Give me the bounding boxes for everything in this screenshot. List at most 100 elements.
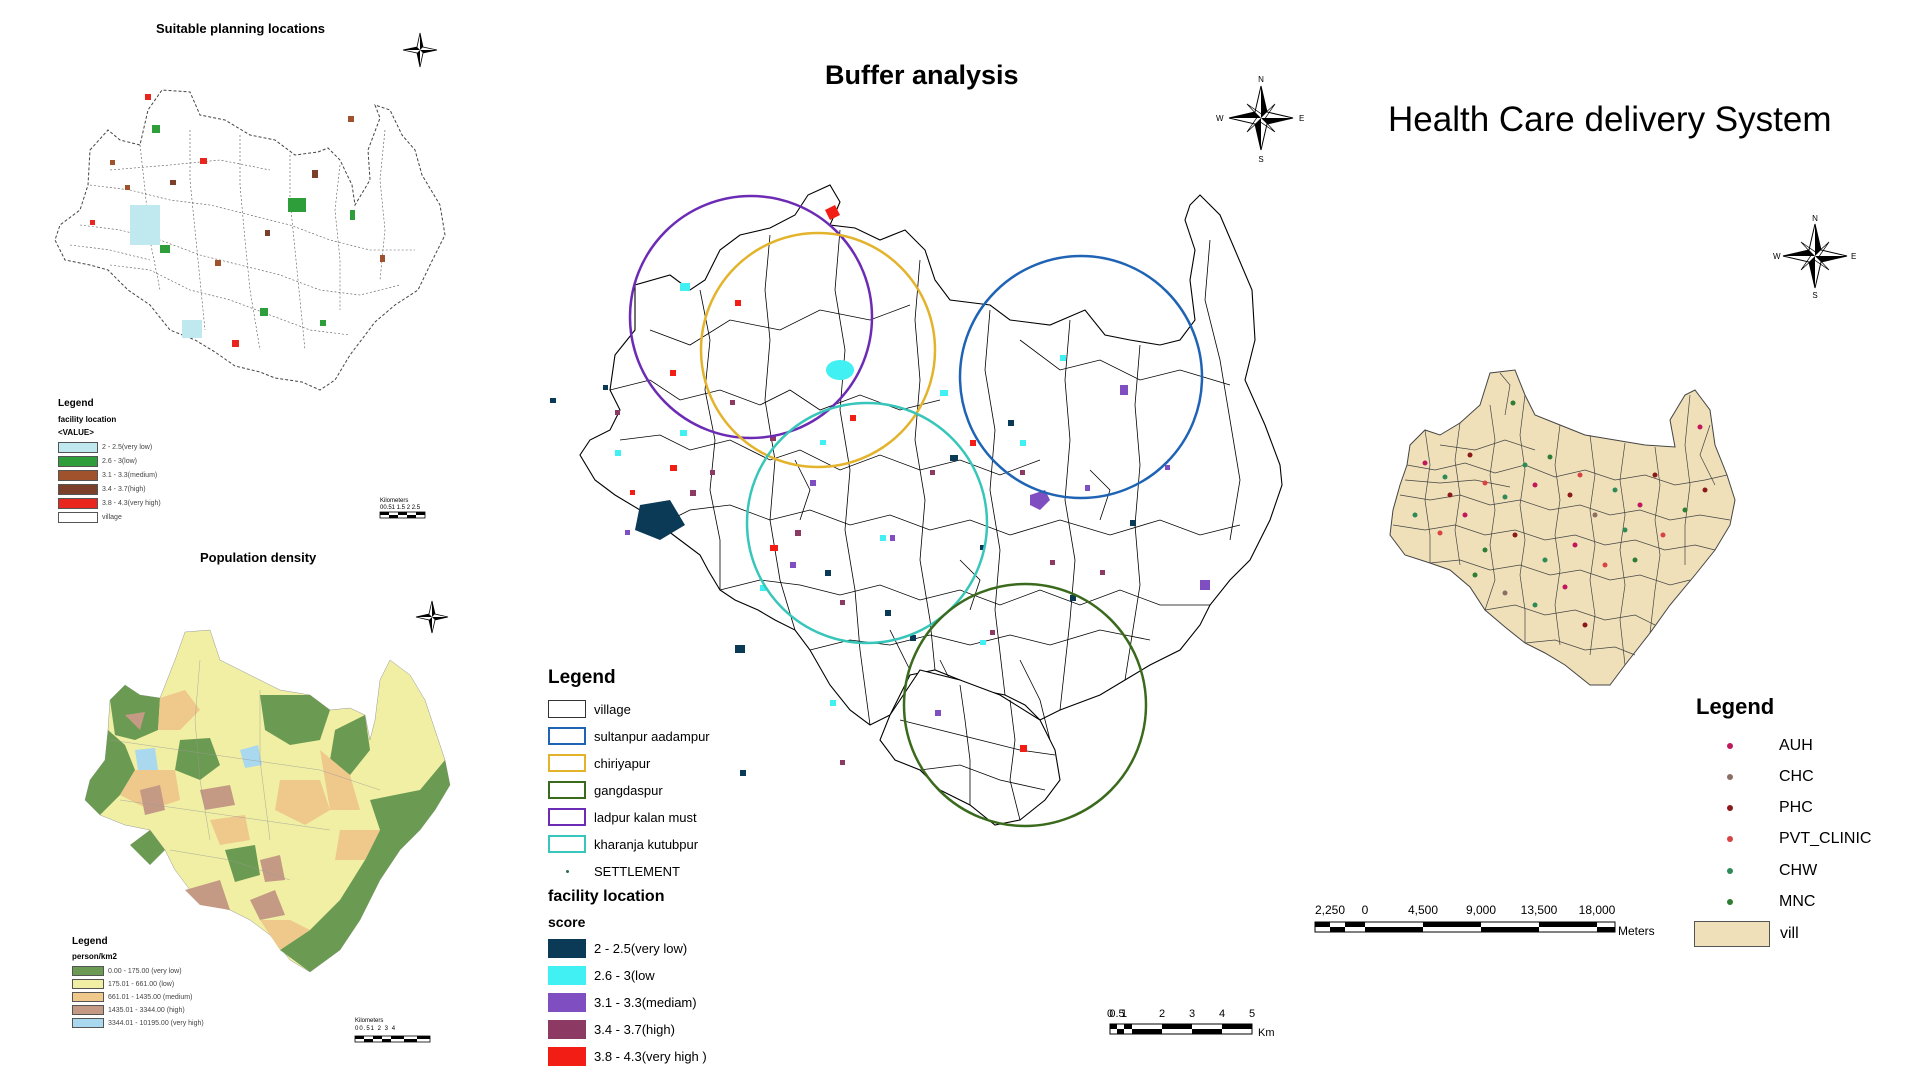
suitable-legend-item: 3.1 - 3.3(medium)	[58, 470, 157, 481]
auh-dot-icon	[1727, 743, 1733, 749]
legend-label: 175.01 - 661.00 (low)	[108, 980, 175, 988]
legend-label: 2 - 2.5(very low)	[102, 444, 153, 451]
legend-label: 3.1 - 3.3(mediam)	[594, 995, 697, 1010]
legend-label: 3.4 - 3.7(high)	[102, 486, 146, 493]
buffer-scale-bar: 0 0.5 1 2 3 4 5 Km	[1107, 1008, 1275, 1039]
scale-unit: Km	[1258, 1027, 1275, 1039]
settlement-dot-icon	[548, 862, 586, 880]
suitable-title: Suitable planning locations	[156, 21, 326, 36]
buffer-map	[550, 184, 1283, 828]
scale-tick-label: 2,250	[1315, 903, 1345, 917]
scale-tick-label: 18,000	[1579, 903, 1616, 917]
legend-label: 0.00 - 175.00 (very low)	[108, 967, 182, 975]
suitable-map	[54, 89, 446, 391]
scale-tick-label: 0.5	[1109, 1008, 1124, 1020]
density-scale-ticks: 00.51 2 3 4	[355, 1026, 397, 1032]
legend-swatch	[548, 966, 586, 985]
health-legend-item: PHC	[1727, 799, 1813, 817]
legend-swatch	[548, 754, 586, 772]
legend-label: village	[594, 701, 631, 717]
density-title: Population density	[200, 550, 317, 565]
legend-label: 661.01 - 1435.00 (medium)	[108, 993, 193, 1001]
legend-swatch	[72, 992, 104, 1002]
suitable-legend-title: Legend	[58, 398, 94, 409]
suitable-legend-item: village	[58, 512, 122, 523]
score-legend-item: 3.8 - 4.3(very high )	[548, 1047, 707, 1066]
legend-swatch	[72, 1018, 104, 1028]
scale-tick-label: 3	[1189, 1008, 1195, 1020]
clinic-dot-icon	[1727, 836, 1733, 842]
score-legend-item: 3.1 - 3.3(mediam)	[548, 993, 697, 1012]
scale-unit: Meters	[1618, 924, 1655, 938]
buffer-legend-title: Legend	[548, 667, 616, 688]
scale-tick-label: 4	[1219, 1008, 1225, 1020]
legend-swatch	[548, 1047, 586, 1066]
suitable-legend-item: 2 - 2.5(very low)	[58, 442, 152, 453]
health-legend-item: PVT_CLINIC	[1727, 830, 1871, 848]
legend-swatch	[58, 442, 98, 453]
compass-icon: N S E W	[1773, 214, 1856, 300]
phc-dot-icon	[1727, 805, 1733, 811]
legend-label: 2.6 - 3(low	[594, 968, 655, 983]
score-legend-item: 2 - 2.5(very low)	[548, 939, 687, 958]
legend-label: vill	[1780, 925, 1799, 942]
buffer-legend-item: SETTLEMENT	[548, 862, 680, 880]
compass-w-label: W	[1216, 114, 1224, 123]
legend-swatch	[548, 993, 586, 1012]
health-scale-bar: 2,250 0 4,500 9,000 13,500 18,000 Meters	[1314, 903, 1655, 938]
legend-label: chiriyapur	[594, 755, 651, 771]
legend-label: 3344.01 - 10195.00 (very high)	[108, 1019, 204, 1027]
score-legend-item: 3.4 - 3.7(high)	[548, 1020, 675, 1039]
buffer-legend-item: village	[548, 700, 631, 718]
legend-swatch	[58, 456, 98, 467]
legend-swatch	[58, 470, 98, 481]
legend-label: 2.6 - 3(low)	[102, 458, 138, 465]
density-legend-item: 3344.01 - 10195.00 (very high)	[72, 1018, 204, 1028]
legend-swatch	[548, 939, 586, 958]
density-scale-label: Kilometers	[355, 1018, 384, 1024]
health-legend-item: MNC	[1727, 893, 1815, 911]
chc-dot-icon	[1727, 774, 1733, 780]
density-map	[84, 629, 451, 973]
health-legend-title: Legend	[1696, 694, 1775, 719]
density-legend-item: 661.01 - 1435.00 (medium)	[72, 992, 192, 1002]
compass-w-label: W	[1773, 252, 1781, 261]
suitable-scale-ticks: 00.51 1.5 2 2.5	[380, 505, 421, 511]
mnc-dot-icon	[1727, 899, 1733, 905]
health-legend-item: AUH	[1727, 737, 1813, 755]
legend-swatch	[548, 700, 586, 718]
buffer-title: Buffer analysis	[825, 60, 1019, 90]
legend-swatch	[58, 498, 98, 509]
score-legend-title: score	[548, 914, 586, 930]
legend-label: CHW	[1779, 862, 1818, 879]
compass-n-label: N	[1258, 75, 1264, 84]
facility-legend-title: facility location	[548, 888, 665, 905]
compass-e-label: E	[1851, 252, 1856, 261]
compass-icon: N S E W	[1216, 75, 1304, 164]
density-legend-item: 175.01 - 661.00 (low)	[72, 979, 174, 989]
legend-swatch	[1694, 921, 1770, 947]
legend-swatch	[72, 966, 104, 976]
density-legend-item: 0.00 - 175.00 (very low)	[72, 966, 182, 976]
legend-label: PHC	[1779, 799, 1813, 816]
compass-s-label: S	[1812, 291, 1817, 300]
compass-n-label: N	[1812, 214, 1818, 223]
legend-label: 3.8 - 4.3(very high)	[102, 500, 161, 507]
scale-tick-label: 2	[1159, 1008, 1165, 1020]
density-legend-item: 1435.01 - 3344.00 (high)	[72, 1005, 185, 1015]
legend-label: SETTLEMENT	[594, 863, 680, 879]
suitable-legend-item: 3.4 - 3.7(high)	[58, 484, 146, 495]
density-legend-title: Legend	[72, 936, 108, 947]
legend-label: AUH	[1779, 737, 1813, 754]
suitable-scale-label: Kilometers	[380, 498, 409, 504]
suitable-legend-item: 3.8 - 4.3(very high)	[58, 498, 161, 509]
legend-swatch	[58, 512, 98, 523]
legend-swatch	[58, 484, 98, 495]
legend-swatch	[72, 1005, 104, 1015]
health-legend-item: vill	[1694, 921, 1799, 947]
legend-swatch	[548, 781, 586, 799]
scale-tick-label: 1	[1121, 1008, 1127, 1020]
legend-label: 3.8 - 4.3(very high )	[594, 1049, 707, 1064]
health-map	[1389, 369, 1736, 686]
chw-dot-icon	[1727, 868, 1733, 874]
